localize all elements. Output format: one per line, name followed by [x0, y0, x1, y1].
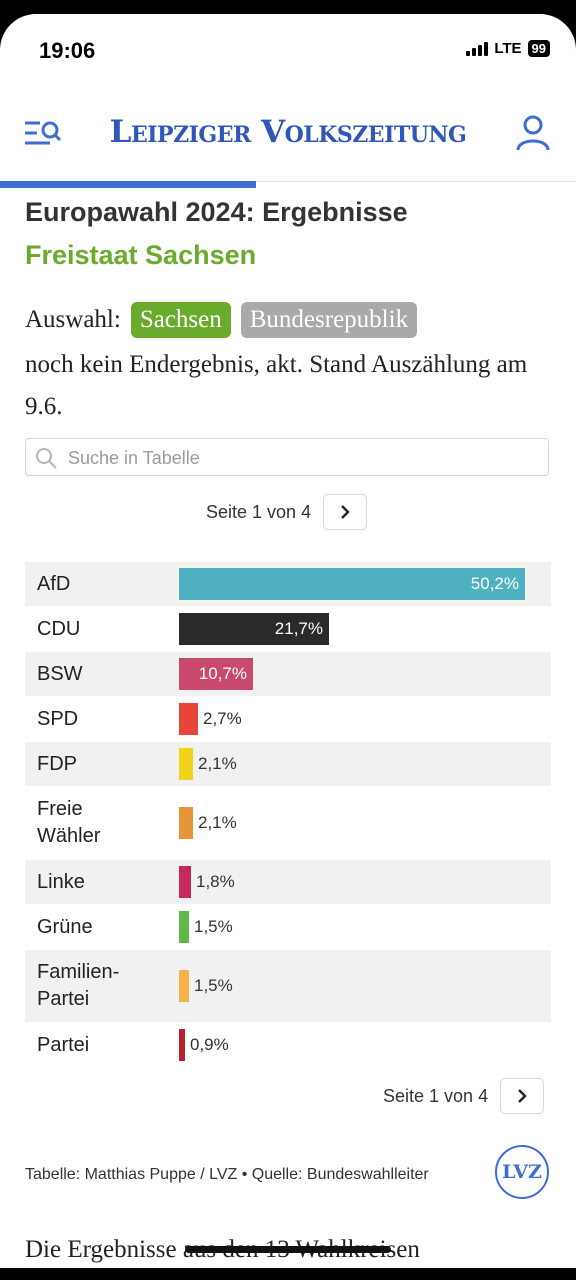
pagination-bottom: Seite 1 von 4	[383, 1078, 545, 1114]
status-indicators: LTE 99	[466, 40, 550, 57]
result-bar	[179, 866, 191, 898]
menu-search-icon[interactable]	[24, 118, 64, 150]
table-row: Linke 1,8%	[25, 860, 551, 905]
option-sachsen-button[interactable]: Sachsen	[130, 302, 231, 338]
source-credit: Tabelle: Matthias Puppe / LVZ • Quelle: …	[25, 1166, 429, 1183]
party-name: Freie Wähler	[37, 798, 101, 847]
lvz-badge[interactable]: LVZ	[495, 1145, 549, 1199]
bar-cell: 21,7%	[171, 607, 551, 651]
bar-cell: 2,1%	[171, 787, 551, 859]
next-page-button[interactable]	[500, 1078, 545, 1114]
option-bundesrepublik-button[interactable]: Bundesrepublik	[240, 302, 418, 338]
table-search-box	[25, 438, 549, 477]
result-value-label: 10,7%	[198, 664, 247, 683]
newspaper-logo[interactable]: Leipziger Volkszeitung	[109, 114, 467, 150]
result-bar	[179, 613, 329, 645]
search-icon	[36, 448, 57, 469]
table-row: CDU 21,7%	[25, 607, 551, 652]
result-value-label: 21,7%	[274, 619, 323, 638]
table-row: FDP 2,1%	[25, 742, 551, 787]
bar-cell: 10,7%	[171, 652, 551, 696]
selection-row: Auswahl: Sachsen Bundesrepublik	[25, 302, 418, 338]
party-name: AfD	[37, 572, 71, 595]
next-page-button[interactable]	[323, 494, 368, 530]
result-bar	[179, 658, 253, 690]
header-divider	[0, 181, 576, 182]
status-time: 19:06	[39, 38, 96, 63]
table-row: BSW 10,7%	[25, 652, 551, 697]
bar-cell: 2,1%	[171, 742, 551, 786]
result-bar	[179, 748, 193, 780]
result-bar	[179, 807, 193, 839]
result-value-label: 2,1%	[198, 754, 237, 773]
results-table: AfD 50,2% CDU 21,7% BSW 10,7% SPD 2,7% FDP 2,1% Fr…	[25, 562, 551, 1068]
page-subtitle: Freistaat Sachsen	[25, 240, 257, 270]
table-row: AfD 50,2%	[25, 562, 551, 607]
result-value-label: 1,5%	[194, 917, 233, 936]
party-name: SPD	[37, 707, 79, 730]
selection-label: Auswahl:	[25, 306, 121, 333]
bar-cell: 1,8%	[171, 860, 551, 904]
bar-cell: 50,2%	[171, 562, 551, 606]
result-value-label: 1,8%	[196, 872, 235, 891]
table-row: Partei 0,9%	[25, 1023, 551, 1068]
result-value-label: 50,2%	[470, 574, 519, 593]
pagination-top: Seite 1 von 4	[206, 494, 368, 530]
table-row: Grüne 1,5%	[25, 905, 551, 950]
table-row: Freie Wähler 2,1%	[25, 787, 551, 860]
count-status-note: noch kein Endergebnis, akt. Stand Auszäh…	[25, 351, 528, 420]
reading-progress-bar	[0, 181, 256, 188]
party-name: Familien- Partei	[37, 961, 120, 1010]
bar-cell: 2,7%	[171, 697, 551, 741]
result-bar	[179, 1029, 185, 1061]
result-value-label: 0,9%	[190, 1035, 229, 1054]
bar-cell: 1,5%	[171, 905, 551, 949]
bar-cell: 0,9%	[171, 1023, 551, 1067]
table-row: Familien- Partei 1,5%	[25, 950, 551, 1023]
result-value-label: 2,1%	[198, 813, 237, 832]
home-indicator	[185, 1246, 391, 1253]
page-title: Europawahl 2024: Ergebnisse	[25, 197, 408, 227]
result-bar	[179, 911, 189, 943]
network-type: LTE	[494, 40, 522, 57]
result-bar	[179, 568, 525, 600]
result-value-label: 1,5%	[194, 976, 233, 995]
battery-icon: 99	[527, 40, 550, 57]
party-name: Partei	[37, 1033, 90, 1056]
result-value-label: 2,7%	[203, 709, 242, 728]
page-indicator: Seite 1 von 4	[383, 1085, 489, 1106]
table-row: SPD 2,7%	[25, 697, 551, 742]
page-indicator: Seite 1 von 4	[206, 501, 312, 522]
chevron-right-icon	[518, 1089, 527, 1103]
party-name: CDU	[37, 617, 81, 640]
table-search-input[interactable]	[66, 439, 540, 477]
party-name: BSW	[37, 662, 83, 685]
party-name: Grüne	[37, 915, 93, 938]
result-bar	[179, 703, 198, 735]
party-name: FDP	[37, 752, 77, 775]
user-account-icon[interactable]	[515, 114, 551, 152]
party-name: Linke	[37, 870, 85, 893]
phone-screen: 19:06 LTE 99 Leipziger Volkszeitung Euro…	[0, 14, 576, 1268]
result-bar	[179, 970, 189, 1002]
bar-cell: 1,5%	[171, 950, 551, 1022]
chevron-right-icon	[341, 505, 350, 519]
signal-icon	[466, 41, 489, 56]
